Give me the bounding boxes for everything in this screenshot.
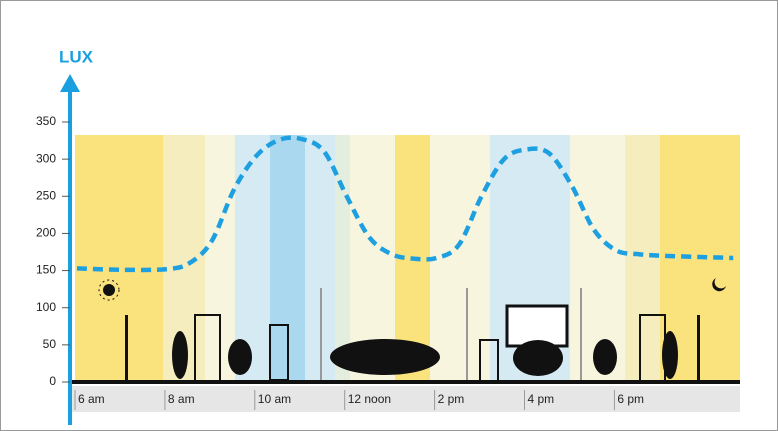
x-axis-strip	[70, 386, 740, 412]
y-axis-arrow	[60, 74, 80, 92]
light-bands	[75, 135, 740, 382]
y-tick-label: 150	[36, 263, 56, 277]
x-tick-label: 10 am	[258, 392, 291, 406]
x-tick-label: 6 pm	[617, 392, 644, 406]
x-tick-label: 6 am	[78, 392, 105, 406]
y-tick-label: 350	[36, 114, 56, 128]
y-tick-label: 300	[36, 151, 56, 165]
x-tick-label: 4 pm	[527, 392, 554, 406]
y-tick-label: 100	[36, 300, 56, 314]
y-tick-label: 250	[36, 188, 56, 202]
y-tick-label: 200	[36, 226, 56, 240]
x-tick-label: 12 noon	[348, 392, 391, 406]
y-axis-label: LUX	[59, 47, 94, 66]
y-tick-label: 50	[43, 337, 57, 351]
x-tick-label: 2 pm	[438, 392, 465, 406]
lux-line	[76, 135, 734, 273]
x-tick-label: 8 am	[168, 392, 195, 406]
y-tick-label: 0	[49, 374, 56, 388]
